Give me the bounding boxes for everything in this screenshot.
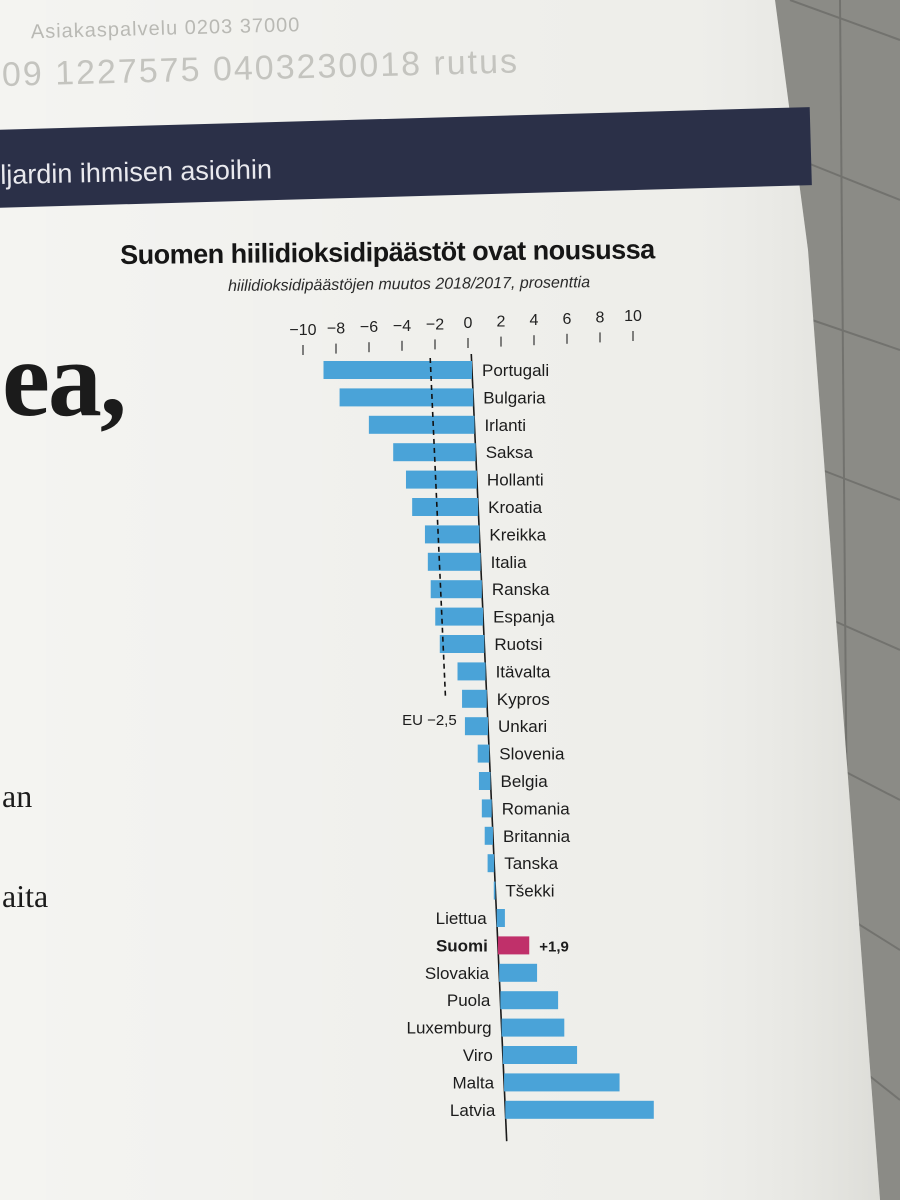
category-label-suomi: Suomi <box>436 936 488 955</box>
bar-britannia <box>484 826 493 845</box>
category-label-romania: Romania <box>502 799 571 818</box>
bar-kreikka <box>424 525 480 544</box>
category-label-italia: Italia <box>491 553 527 572</box>
bar-tšekki <box>493 881 496 900</box>
bar-luxemburg <box>501 1018 565 1037</box>
x-tick-label: 2 <box>497 314 506 331</box>
bar-kypros <box>462 689 487 708</box>
bar-belgia <box>478 772 491 790</box>
category-label-britannia: Britannia <box>503 827 571 846</box>
bar-ranska <box>430 580 482 599</box>
bar-suomi <box>497 936 530 955</box>
category-label-latvia: Latvia <box>450 1101 496 1120</box>
bar-bulgaria <box>339 388 474 407</box>
category-label-irlanti: Irlanti <box>484 416 526 435</box>
bar-series <box>323 361 654 1119</box>
category-label-itävalta: Itävalta <box>496 662 551 681</box>
x-tick-label: 6 <box>563 311 572 328</box>
x-tick-label: −8 <box>327 321 345 338</box>
x-tick-label: 0 <box>464 315 473 332</box>
bar-puola <box>500 991 559 1010</box>
category-label-slovakia: Slovakia <box>425 964 490 983</box>
bar-malta <box>504 1073 620 1092</box>
bar-espanja <box>435 607 484 626</box>
x-tick-label: 8 <box>596 309 605 326</box>
bar-slovakia <box>499 963 538 982</box>
bar-tanska <box>487 854 495 873</box>
category-label-unkari: Unkari <box>498 717 547 736</box>
category-label-luxemburg: Luxemburg <box>407 1019 492 1038</box>
category-label-belgia: Belgia <box>500 772 548 791</box>
bar-unkari <box>464 717 489 736</box>
category-label-hollanti: Hollanti <box>487 471 544 490</box>
x-tick-label: −4 <box>393 318 411 335</box>
bar-romania <box>481 799 492 818</box>
category-label-portugali: Portugali <box>482 361 549 380</box>
reference-line-label: EU −2,5 <box>402 712 457 729</box>
category-labels: Portugali Bulgaria Irlanti Saksa Hollanti Kro… <box>407 361 571 1120</box>
x-tick-label: 4 <box>530 312 539 329</box>
bar-itävalta <box>457 662 486 681</box>
category-label-tšekki: Tšekki <box>505 882 554 901</box>
reference-line-group: EU −2,5 <box>402 357 457 729</box>
category-label-bulgaria: Bulgaria <box>483 388 546 407</box>
x-tick-label: −2 <box>426 316 444 333</box>
bar-liettua <box>496 909 505 927</box>
category-label-puola: Puola <box>447 991 491 1010</box>
category-label-espanja: Espanja <box>493 608 555 627</box>
side-text-fragment-1: an <box>2 778 33 814</box>
category-label-kypros: Kypros <box>497 690 550 709</box>
category-label-liettua: Liettua <box>436 909 488 928</box>
category-label-slovenia: Slovenia <box>499 745 565 764</box>
bar-latvia <box>505 1100 654 1119</box>
highlight-value-label: +1,9 <box>539 938 569 955</box>
category-label-tanska: Tanska <box>504 854 558 873</box>
side-text-fragment-2: aita <box>2 878 49 914</box>
category-label-ruotsi: Ruotsi <box>494 635 542 654</box>
x-tick-label: −10 <box>289 322 316 339</box>
category-label-kreikka: Kreikka <box>489 525 546 544</box>
bar-hollanti <box>405 470 477 489</box>
x-tick-label: −6 <box>360 319 378 336</box>
bar-italia <box>427 552 481 571</box>
category-label-malta: Malta <box>452 1073 494 1092</box>
bar-slovenia <box>477 744 490 763</box>
bar-portugali <box>323 361 472 379</box>
side-headline: ea, <box>2 320 127 439</box>
category-label-saksa: Saksa <box>486 443 534 462</box>
bar-viro <box>502 1046 578 1064</box>
reference-line-eu <box>429 357 447 699</box>
bar-ruotsi <box>439 635 485 653</box>
bar-irlanti <box>368 415 475 434</box>
category-label-viro: Viro <box>463 1046 493 1065</box>
bar-kroatia <box>412 498 479 516</box>
category-label-ranska: Ranska <box>492 580 550 599</box>
x-tick-label: 10 <box>624 308 642 325</box>
category-label-kroatia: Kroatia <box>488 498 542 517</box>
